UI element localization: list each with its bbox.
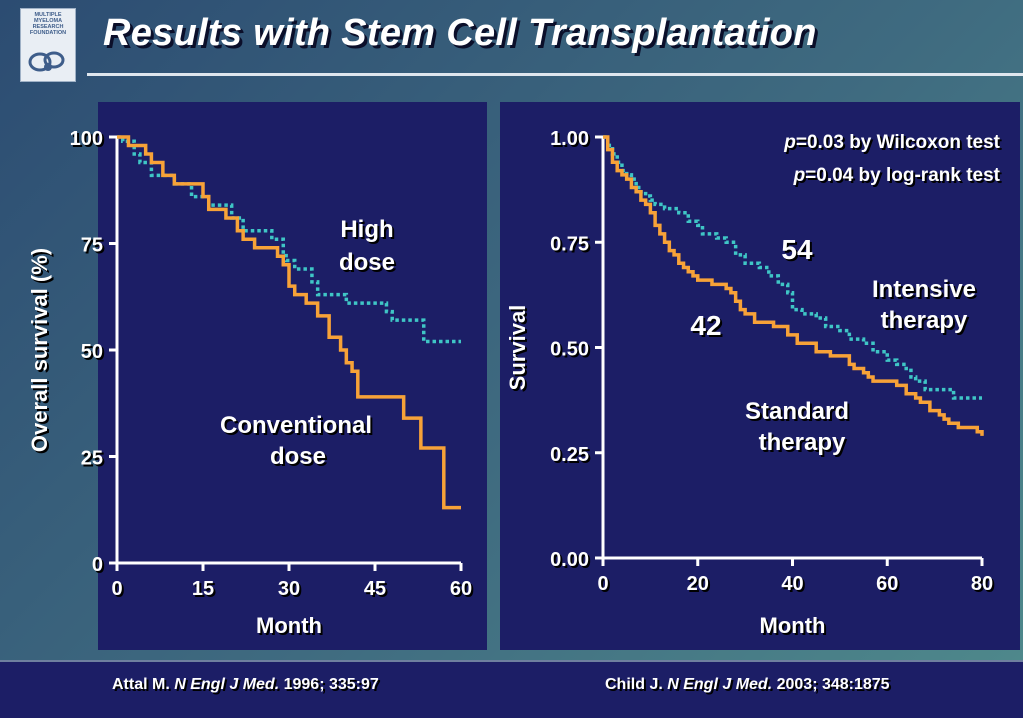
y-axis-label-left: Overall survival (%) [27, 248, 52, 452]
label-n-standard: 42 [690, 310, 721, 341]
label-standard-line2-shadow: therapy [761, 431, 848, 458]
citation-left-journal: N Engl J Med. [174, 676, 280, 693]
x-tick-label-right: 0 [597, 573, 608, 595]
title-divider [87, 73, 1023, 76]
y-tick-label-right: 0.75 [550, 233, 589, 255]
x-tick-label-left-shadow: 60 [452, 580, 474, 602]
x-tick-label-right: 20 [687, 573, 709, 595]
y-tick-label-left-shadow: 25 [83, 450, 105, 472]
label-conventional-line1: Conventional [220, 412, 372, 439]
citation-footer [0, 660, 1023, 718]
x-axis-label-right-shadow: Month [762, 615, 828, 640]
label-high-dose-line2-shadow: dose [341, 251, 397, 278]
y-tick-label-right: 0.00 [550, 549, 589, 571]
y-tick-label-right-shadow: 1.00 [552, 130, 591, 152]
x-tick-label-left: 45 [364, 578, 386, 600]
foundation-logo: MULTIPLE MYELOMA RESEARCH FOUNDATION [20, 8, 76, 82]
chart-left [109, 135, 463, 571]
label-n-intensive-shadow: 54 [783, 236, 815, 267]
y-tick-label-right-shadow: 0.50 [552, 341, 591, 363]
label-standard-line1-shadow: Standard [747, 400, 851, 427]
y-tick-label-left: 50 [81, 341, 103, 363]
x-tick-label-left-shadow: 15 [194, 580, 216, 602]
x-tick-label-left: 30 [278, 578, 300, 600]
stat-annotation-0-shadow: p=0.03 by Wilcoxon test [785, 134, 1002, 155]
stat-annotation-1-text: =0.04 by log-rank test [805, 165, 1000, 186]
x-tick-label-right: 80 [971, 573, 993, 595]
x-tick-label-right-shadow: 40 [783, 575, 805, 597]
label-n-standard-shadow: 42 [692, 312, 723, 343]
stat-annotation-1-p: p [793, 165, 806, 186]
y-tick-label-right-shadow: 0.00 [552, 551, 591, 573]
y-tick-label-left: 75 [81, 235, 103, 257]
x-tick-label-left: 0 [111, 578, 122, 600]
x-tick-label-left-shadow: 30 [280, 580, 302, 602]
label-high-dose-line1: High [340, 216, 393, 243]
label-standard-line2: therapy [759, 429, 846, 456]
x-tick-label-left: 15 [192, 578, 214, 600]
x-axis-label-left: Month [256, 613, 322, 638]
label-intensive-line1-shadow: Intensive [874, 278, 978, 305]
logo-emblem-icon [28, 51, 65, 72]
y-tick-label-left-shadow: 75 [83, 237, 105, 259]
y-axis-label-right-shadow: Survival [507, 307, 532, 393]
series-line-high-dose [117, 135, 461, 344]
y-tick-label-right-shadow: 0.75 [552, 235, 591, 257]
citation-left-author: Attal M. [112, 676, 170, 693]
y-tick-label-right-shadow: 0.25 [552, 446, 591, 468]
page-title: Results with Stem Cell Transplantation [103, 12, 817, 54]
series-line-standard-therapy [603, 135, 984, 436]
chart-right [595, 135, 984, 566]
x-tick-label-right: 60 [876, 573, 898, 595]
stat-annotation-0-text: =0.03 by Wilcoxon test [796, 132, 1001, 153]
x-tick-label-right-shadow: 0 [599, 575, 610, 597]
logo-text: MULTIPLE MYELOMA RESEARCH FOUNDATION [29, 12, 67, 36]
y-tick-label-right: 0.50 [550, 339, 589, 361]
stat-annotation-0-p: p [783, 132, 796, 153]
citation-right-author: Child J. [605, 676, 663, 693]
series-line-conventional-dose [117, 135, 461, 510]
left-chart-panel [98, 102, 487, 650]
stat-annotation-1-shadow: p=0.04 by log-rank test [795, 167, 1003, 188]
y-tick-label-left-shadow: 100 [72, 130, 105, 152]
y-tick-label-right: 1.00 [550, 128, 589, 150]
citation-left-detail: 1996; 335:97 [283, 676, 379, 693]
label-n-intensive: 54 [781, 234, 813, 265]
label-conventional-line2: dose [270, 443, 326, 470]
x-tick-label-right-shadow: 80 [973, 575, 995, 597]
label-intensive-line1: Intensive [872, 276, 976, 303]
label-conventional-line1-shadow: Conventional [222, 414, 374, 441]
y-axis-label-left-shadow: Overall survival (%) [29, 250, 54, 454]
x-tick-label-right-shadow: 20 [689, 575, 711, 597]
label-conventional-line2-shadow: dose [272, 445, 328, 472]
citation-left: Attal M. N Engl J Med. 1996; 335:97 [112, 676, 379, 694]
label-high-dose-line2: dose [339, 249, 395, 276]
citation-right-journal: N Engl J Med. [667, 676, 773, 693]
y-axis-label-right: Survival [505, 305, 530, 391]
title-bar: MULTIPLE MYELOMA RESEARCH FOUNDATION Result… [0, 0, 1023, 98]
x-axis-label-right: Month [760, 613, 826, 638]
x-tick-label-left-shadow: 0 [113, 580, 124, 602]
y-tick-label-left-shadow: 0 [94, 556, 105, 578]
label-standard-line1: Standard [745, 398, 849, 425]
y-tick-label-left: 100 [70, 128, 103, 150]
citation-right-detail: 2003; 348:1875 [776, 676, 890, 693]
label-intensive-line2-shadow: therapy [883, 309, 970, 336]
y-tick-label-left: 0 [92, 554, 103, 576]
stat-annotation-0: p=0.03 by Wilcoxon test [783, 132, 1000, 153]
stat-annotation-1: p=0.04 by log-rank test [793, 165, 1001, 186]
series-line-intensive-therapy [603, 135, 982, 400]
x-axis-label-left-shadow: Month [258, 615, 324, 640]
label-intensive-line2: therapy [881, 307, 968, 334]
y-tick-label-right: 0.25 [550, 444, 589, 466]
y-tick-label-left-shadow: 50 [83, 343, 105, 365]
x-tick-label-right-shadow: 60 [878, 575, 900, 597]
x-tick-label-right: 40 [781, 573, 803, 595]
label-high-dose-line1-shadow: High [342, 218, 395, 245]
x-tick-label-left: 60 [450, 578, 472, 600]
x-tick-label-left-shadow: 45 [366, 580, 388, 602]
y-tick-label-left: 25 [81, 448, 103, 470]
citation-right: Child J. N Engl J Med. 2003; 348:1875 [605, 676, 890, 694]
